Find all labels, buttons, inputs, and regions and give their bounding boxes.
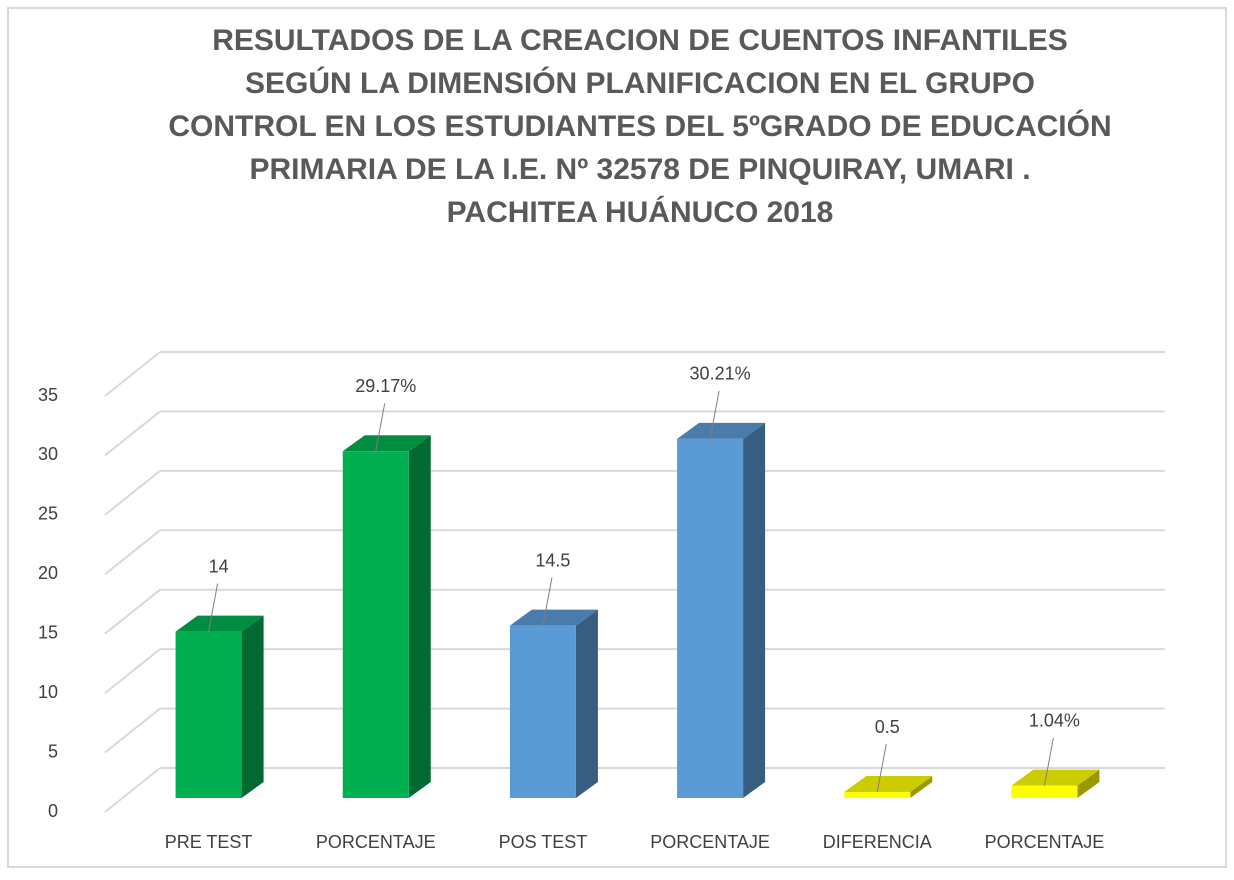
x-tick-label: DIFERENCIA [823, 832, 932, 852]
leader-line [1043, 737, 1054, 786]
chart-title: RESULTADOS DE LA CREACION DE CUENTOS INF… [212, 24, 1068, 57]
bar-face [175, 631, 242, 798]
bar-side [241, 615, 264, 798]
data-label: 29.17% [355, 376, 416, 396]
bar [342, 435, 431, 798]
bar-face [677, 438, 744, 798]
bar-face [342, 451, 409, 798]
chart-title: SEGÚN LA DIMENSIÓN PLANIFICACION EN EL G… [245, 66, 1035, 100]
y-tick-label: 25 [38, 504, 58, 524]
chart-title: CONTROL EN LOS ESTUDIANTES DEL 5ºGRADO D… [168, 109, 1111, 143]
grid-line [104, 410, 161, 457]
leader-line [375, 403, 386, 452]
bar [677, 422, 766, 798]
chart-title: PRIMARIA DE LA I.E. Nº 32578 DE PINQUIRA… [249, 153, 1030, 186]
grid-line [104, 648, 161, 694]
bar-side [1077, 769, 1100, 798]
grid-line [104, 351, 161, 397]
bar-top [342, 435, 431, 452]
data-label: 14 [209, 556, 229, 576]
y-tick-label: 35 [38, 385, 58, 405]
bar-side [743, 422, 766, 798]
x-tick-label: PORCENTAJE [650, 832, 770, 852]
x-tick-label: PORCENTAJE [316, 832, 436, 852]
y-tick-label: 5 [48, 741, 58, 761]
leader-line [709, 390, 720, 440]
grid-line [104, 588, 161, 635]
bar [844, 776, 933, 798]
grid-line [104, 707, 161, 754]
data-label: 14.5 [535, 550, 570, 570]
data-label: 0.5 [875, 717, 900, 737]
chart-title: PACHITEA HUÁNUCO 2018 [447, 195, 834, 229]
grid-line [104, 767, 161, 813]
y-tick-label: 30 [38, 444, 58, 464]
bar-face [844, 792, 911, 798]
y-tick-label: 15 [38, 622, 58, 642]
leader-line [876, 743, 887, 793]
leader-line [208, 583, 219, 632]
bar-side [910, 776, 933, 798]
y-tick-label: 0 [48, 801, 58, 821]
data-label: 30.21% [690, 364, 751, 384]
bar [175, 615, 264, 798]
grid-line [104, 470, 161, 516]
bar [1011, 769, 1100, 798]
bar [509, 609, 598, 798]
y-tick-label: 10 [38, 682, 58, 702]
bar-face [1011, 785, 1078, 798]
bar-top [175, 615, 264, 632]
bar-side [575, 609, 598, 798]
leader-line [542, 577, 553, 626]
bar-top [844, 776, 933, 793]
bar-top [677, 422, 766, 439]
y-tick-label: 20 [38, 563, 58, 583]
x-tick-label: PORCENTAJE [985, 832, 1105, 852]
bar-top [509, 609, 598, 626]
bar-face [509, 625, 576, 798]
bar-side [408, 435, 431, 798]
bar-top [1011, 769, 1100, 786]
data-label: 1.04% [1029, 710, 1080, 730]
grid-line [104, 529, 161, 576]
x-tick-label: PRE TEST [165, 832, 253, 852]
x-tick-label: POS TEST [499, 832, 588, 852]
